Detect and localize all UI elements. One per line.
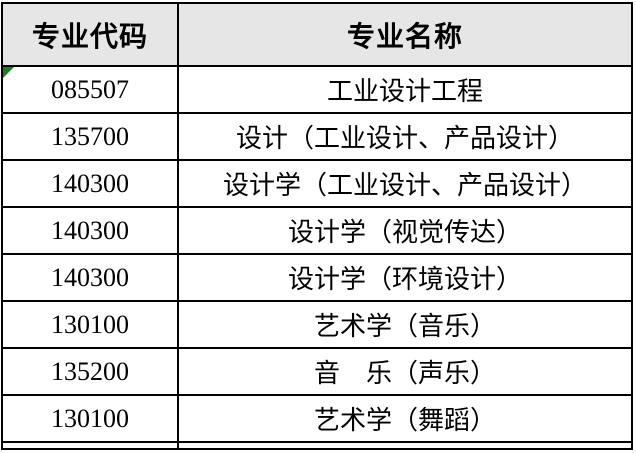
table-row: 140300 设计学（视觉传达） — [3, 208, 631, 255]
table-row: 135700 设计（工业设计、产品设计） — [3, 114, 631, 161]
green-corner-marker-icon — [3, 67, 14, 78]
header-cell-name[interactable]: 专业名称 — [346, 21, 463, 53]
name-cell[interactable]: 设计学（工业设计、产品设计） — [222, 171, 587, 200]
name-cell[interactable]: 设计学（环境设计） — [287, 265, 522, 294]
name-cell[interactable]: 艺术学（舞蹈） — [313, 406, 496, 435]
code-cell — [3, 443, 179, 448]
code-text: 085507 — [51, 74, 129, 104]
table-row: 135200 音 乐（声乐） — [3, 349, 631, 396]
code-cell[interactable]: 135200 — [3, 349, 179, 394]
code-cell[interactable]: 135700 — [3, 114, 179, 159]
code-cell[interactable]: 140300 — [3, 208, 179, 253]
table-row: 140300 设计学（工业设计、产品设计） — [3, 161, 631, 208]
table-header-row: 专业代码 专业名称 — [3, 4, 631, 67]
table-row: 130100 艺术学（舞蹈） — [3, 396, 631, 443]
table-row: 085507 工业设计工程 — [3, 67, 631, 114]
header-cell-code[interactable]: 专业代码 — [3, 4, 179, 65]
code-cell[interactable]: 085507 — [3, 67, 179, 112]
name-cell[interactable]: 工业设计工程 — [326, 77, 483, 106]
name-cell[interactable]: 音 乐（声乐） — [313, 359, 496, 388]
code-cell[interactable]: 130100 — [3, 396, 179, 441]
table-row: 140300 设计学（环境设计） — [3, 255, 631, 302]
name-cell[interactable]: 艺术学（音乐） — [313, 312, 496, 341]
code-cell[interactable]: 140300 — [3, 255, 179, 300]
code-cell[interactable]: 130100 — [3, 302, 179, 347]
table-row-partial — [3, 443, 631, 450]
table-row: 130100 艺术学（音乐） — [3, 302, 631, 349]
name-cell — [179, 443, 631, 448]
name-cell[interactable]: 设计（工业设计、产品设计） — [235, 124, 574, 153]
name-cell[interactable]: 设计学（视觉传达） — [287, 218, 522, 247]
code-cell[interactable]: 140300 — [3, 161, 179, 206]
